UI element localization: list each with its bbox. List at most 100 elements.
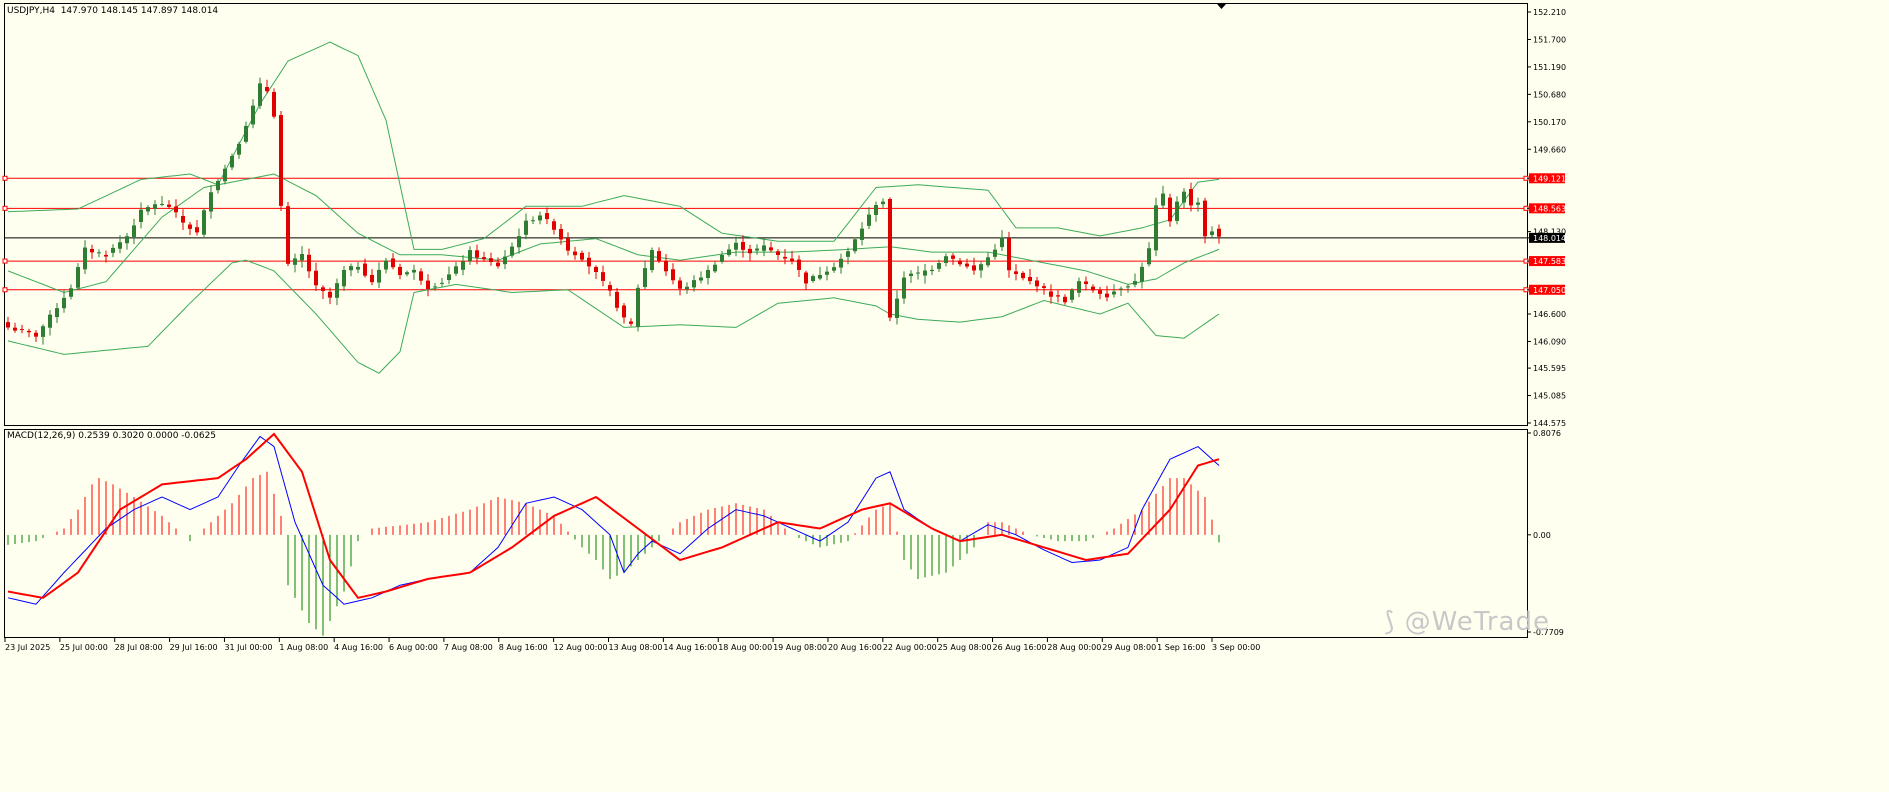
candle-body — [762, 245, 766, 251]
symbol-label: USDJPY,H4 — [7, 6, 55, 16]
candle-body — [174, 206, 178, 213]
candle-body — [755, 248, 759, 251]
candle-body — [895, 298, 899, 318]
candle-body — [188, 224, 192, 229]
candle-body — [153, 204, 157, 209]
candle-body — [1014, 271, 1018, 275]
candle-body — [804, 272, 808, 284]
candle-body — [349, 266, 353, 271]
candle-body — [209, 192, 213, 212]
price-tag — [1529, 256, 1565, 267]
candle-body — [916, 272, 920, 274]
candle-body — [398, 266, 402, 276]
candle-body — [461, 261, 465, 270]
time-tick-label: 19 Aug 08:00 — [773, 643, 827, 652]
price-tick-label: 146.090 — [1533, 337, 1566, 346]
candle-body — [692, 280, 696, 288]
candle-body — [405, 272, 409, 275]
candle-body — [685, 286, 689, 290]
candle-body — [62, 297, 66, 309]
candle-body — [475, 250, 479, 258]
candle-body — [111, 247, 115, 253]
price-tick-label: 151.190 — [1533, 63, 1566, 72]
candle-body — [118, 242, 122, 249]
candle-body — [1112, 291, 1116, 295]
candle-body — [20, 329, 24, 331]
time-tick-label: 6 Aug 00:00 — [389, 643, 438, 652]
time-tick-label: 28 Aug 00:00 — [1047, 643, 1101, 652]
candle-body — [503, 256, 507, 265]
candle-body — [139, 209, 143, 222]
candle-body — [454, 266, 458, 274]
candle-body — [384, 260, 388, 270]
price-tick-label: 148.130 — [1533, 228, 1566, 237]
time-tick-label: 25 Aug 08:00 — [938, 643, 992, 652]
macd-line — [7, 435, 1220, 605]
candle-body — [482, 257, 486, 260]
candle-body — [83, 247, 87, 270]
chart-header: USDJPY,H4 147.970 148.145 147.897 148.01… — [7, 6, 218, 16]
candle-body — [706, 269, 710, 279]
time-tick-label: 18 Aug 00:00 — [718, 643, 772, 652]
level-anchor-icon — [2, 205, 8, 211]
wetrade-logo-icon: ⟆ — [1384, 607, 1396, 637]
candle-body — [972, 265, 976, 271]
candle-body — [783, 256, 787, 259]
watermark: ⟆ @WeTrade — [1384, 607, 1550, 637]
time-tick-label: 23 Jul 2025 — [5, 643, 50, 652]
time-tick-label: 8 Aug 16:00 — [499, 643, 548, 652]
macd-panel[interactable] — [4, 429, 1528, 638]
candle-body — [797, 259, 801, 270]
candle-body — [419, 271, 423, 281]
candle-body — [1133, 281, 1137, 285]
candle-body — [860, 228, 864, 240]
price-panel[interactable] — [4, 3, 1528, 426]
candle-body — [881, 201, 885, 205]
candle-body — [986, 257, 990, 266]
candle-body — [1182, 191, 1186, 203]
price-tick-label: 144.575 — [1533, 419, 1566, 428]
candle-body — [237, 143, 241, 155]
time-tick-label: 1 Sep 16:00 — [1157, 643, 1205, 652]
candle-body — [342, 269, 346, 287]
price-tick-label: 149.660 — [1533, 145, 1566, 154]
time-tick-label: 4 Aug 16:00 — [334, 643, 383, 652]
candle-body — [811, 276, 815, 282]
candle-body — [1203, 200, 1207, 237]
macd-tick-label: -0.7709 — [1533, 628, 1564, 637]
candle-body — [510, 246, 514, 256]
scroll-marker-icon[interactable] — [1217, 4, 1226, 9]
time-tick-label: 14 Aug 16:00 — [663, 643, 717, 652]
candle-body — [377, 269, 381, 283]
time-tick-label: 31 Jul 00:00 — [224, 643, 272, 652]
candle-body — [104, 254, 108, 257]
candle-body — [1119, 288, 1123, 290]
candle-body — [909, 273, 913, 277]
candle-body — [496, 262, 500, 267]
candle-body — [335, 283, 339, 298]
candle-body — [846, 251, 850, 257]
candle-body — [1168, 197, 1172, 222]
candle-body — [902, 277, 906, 299]
price-tick-label: 147.583 — [1533, 257, 1566, 266]
price-tag — [1529, 232, 1565, 243]
candle-body — [930, 269, 934, 272]
candle-body — [146, 207, 150, 212]
candle-body — [181, 216, 185, 223]
candle-body — [1161, 193, 1165, 206]
candle-body — [202, 210, 206, 235]
price-tick-label: 152.210 — [1533, 8, 1566, 17]
candle-body — [132, 225, 136, 237]
candle-body — [265, 87, 269, 92]
candle-body — [293, 258, 297, 265]
candle-body — [125, 236, 129, 244]
price-tag — [1529, 173, 1565, 184]
candle-body — [937, 263, 941, 269]
chart-canvas[interactable]: 152.210 151.700 151.190 150.680 150.170 149.6… — [0, 0, 1568, 657]
candle-body — [1063, 296, 1067, 303]
price-tick-label: 148.563 — [1533, 204, 1566, 213]
candle-body — [489, 258, 493, 262]
time-tick-label: 29 Aug 08:00 — [1102, 643, 1156, 652]
candle-body — [699, 277, 703, 281]
price-tick-label: 151.700 — [1533, 35, 1566, 44]
